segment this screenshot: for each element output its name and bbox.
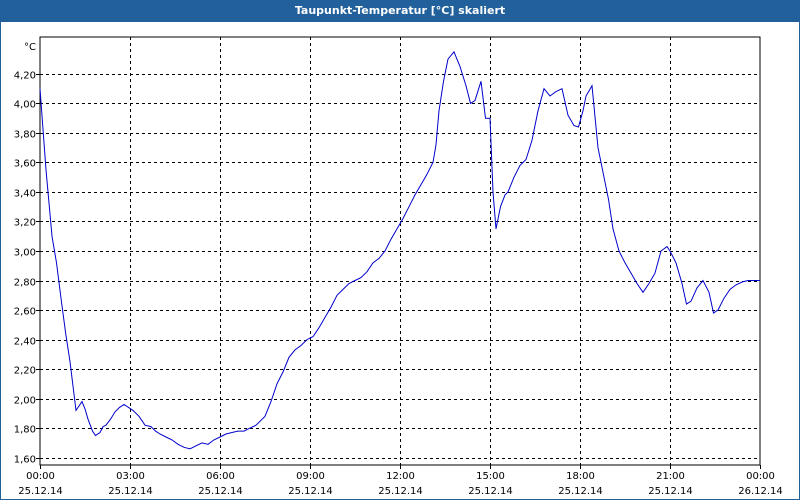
y-tick-label: 2,20: [14, 366, 36, 377]
x-tick-date: 25.12.14: [288, 486, 333, 497]
x-tick-time: 21:00: [656, 471, 685, 482]
grid-lines: [40, 37, 760, 465]
y-tick-label: 3,20: [14, 218, 36, 229]
y-tick-label: 2,60: [14, 307, 36, 318]
x-tick-date: 25.12.14: [198, 486, 243, 497]
x-tick-time: 03:00: [116, 471, 145, 482]
x-tick-time: 18:00: [566, 471, 595, 482]
x-tick-date: 25.12.14: [558, 486, 603, 497]
x-tick-time: 06:00: [206, 471, 235, 482]
x-tick-date: 25.12.14: [108, 486, 153, 497]
x-tick-date: 25.12.14: [468, 486, 513, 497]
dewpoint-series-line: [39, 50, 760, 450]
y-tick-label: 3,60: [14, 159, 36, 170]
y-axis-ticks: 1,60 1,80 2,00 2,20 2,40 2,60 2,80 3,00 3,20 3,40…: [14, 71, 40, 466]
y-tick-label: 3,80: [14, 130, 36, 141]
y-tick-label: 4,00: [14, 100, 36, 111]
y-tick-label: 3,00: [14, 248, 36, 259]
y-tick-label: 4,20: [14, 71, 36, 82]
chart-title: Taupunkt-Temperatur [°C] skaliert: [0, 0, 800, 21]
x-tick-date: 26.12.14: [738, 486, 783, 497]
x-tick-time: 15:00: [476, 471, 505, 482]
y-tick-label: 2,80: [14, 278, 36, 289]
x-tick-date: 25.12.14: [378, 486, 423, 497]
x-tick-time: 00:00: [746, 471, 775, 482]
x-tick-date: 25.12.14: [18, 486, 63, 497]
x-tick-time: 09:00: [296, 471, 325, 482]
y-tick-label: 3,40: [14, 189, 36, 200]
x-tick-time: 12:00: [386, 471, 415, 482]
y-tick-label: 1,80: [14, 425, 36, 436]
y-tick-label: 2,00: [14, 396, 36, 407]
y-tick-label: 1,60: [14, 455, 36, 466]
x-axis-ticks: 00:00 25.12.14 03:00 25.12.14 06:00 25.12.14 0…: [18, 465, 783, 497]
y-tick-label: 2,40: [14, 337, 36, 348]
x-tick-time: 00:00: [26, 471, 55, 482]
x-tick-date: 25.12.14: [648, 486, 693, 497]
y-axis-unit: °C: [24, 42, 36, 53]
